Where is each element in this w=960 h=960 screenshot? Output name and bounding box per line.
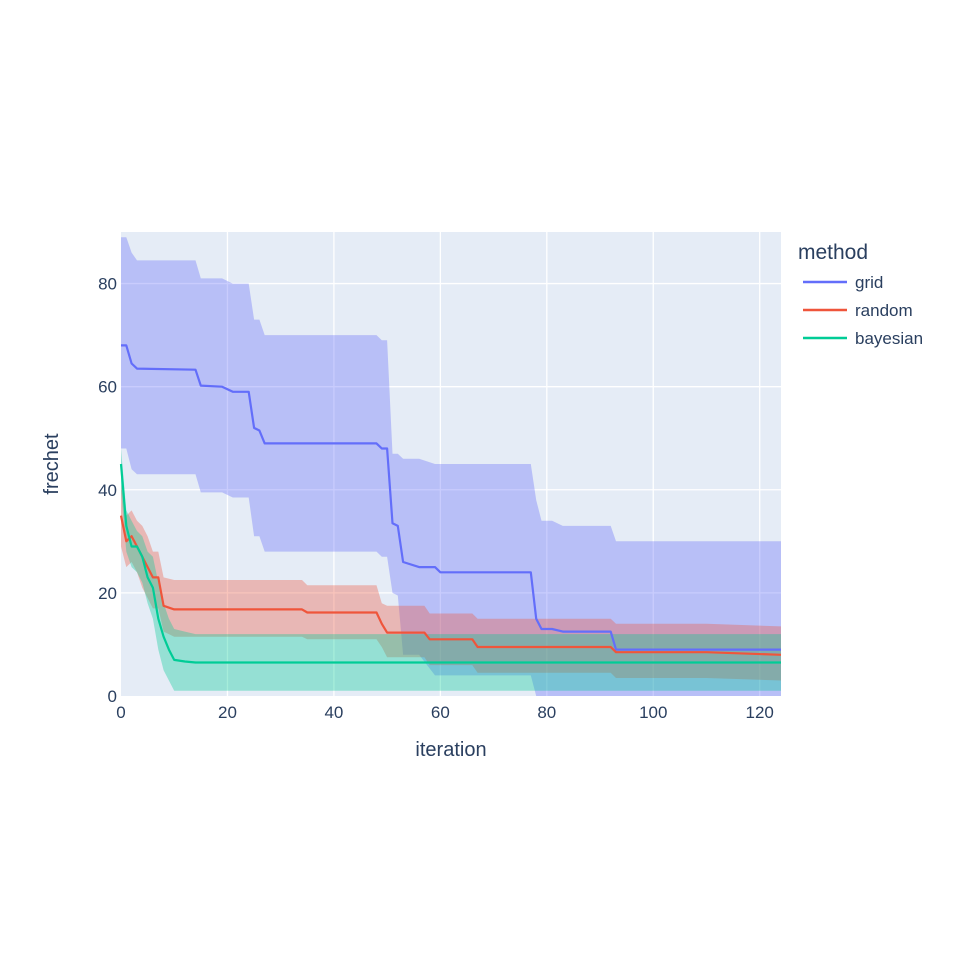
band-bayesian [121,448,781,691]
x-tick-label: 100 [639,703,667,722]
x-tick-label: 60 [431,703,450,722]
y-tick-label: 80 [98,275,117,294]
y-axis-title: frechet [41,433,63,495]
grid-lines [121,232,781,696]
x-tick-label: 80 [537,703,556,722]
y-tick-label: 60 [98,378,117,397]
confidence-bands [121,237,781,696]
band-random [121,484,781,681]
x-tick-label: 120 [746,703,774,722]
legend-label: grid [855,273,883,292]
y-tick-label: 20 [98,584,117,603]
series-line-grid [121,344,781,651]
legend-title: method [798,241,868,264]
band-grid [121,237,781,696]
legend-label: random [855,301,913,320]
x-axis-title: iteration [415,739,486,761]
legend-label: bayesian [855,329,923,348]
legend-item-grid[interactable]: grid [803,273,883,292]
legend-item-random[interactable]: random [803,301,913,320]
y-tick-label: 0 [108,687,117,706]
y-axis-ticks: 0 20 40 60 80 [98,275,117,706]
x-tick-label: 0 [116,703,125,722]
legend: method grid random bayesian [798,241,923,348]
series-lines [119,344,782,664]
legend-items: grid random bayesian [803,273,923,348]
x-axis-ticks: 0 20 40 60 80 100 120 [116,703,774,722]
legend-item-bayesian[interactable]: bayesian [803,329,923,348]
y-tick-label: 40 [98,481,117,500]
plot-background [121,232,781,696]
series-line-bayesian [119,463,781,664]
x-tick-label: 20 [218,703,237,722]
x-tick-label: 40 [324,703,343,722]
